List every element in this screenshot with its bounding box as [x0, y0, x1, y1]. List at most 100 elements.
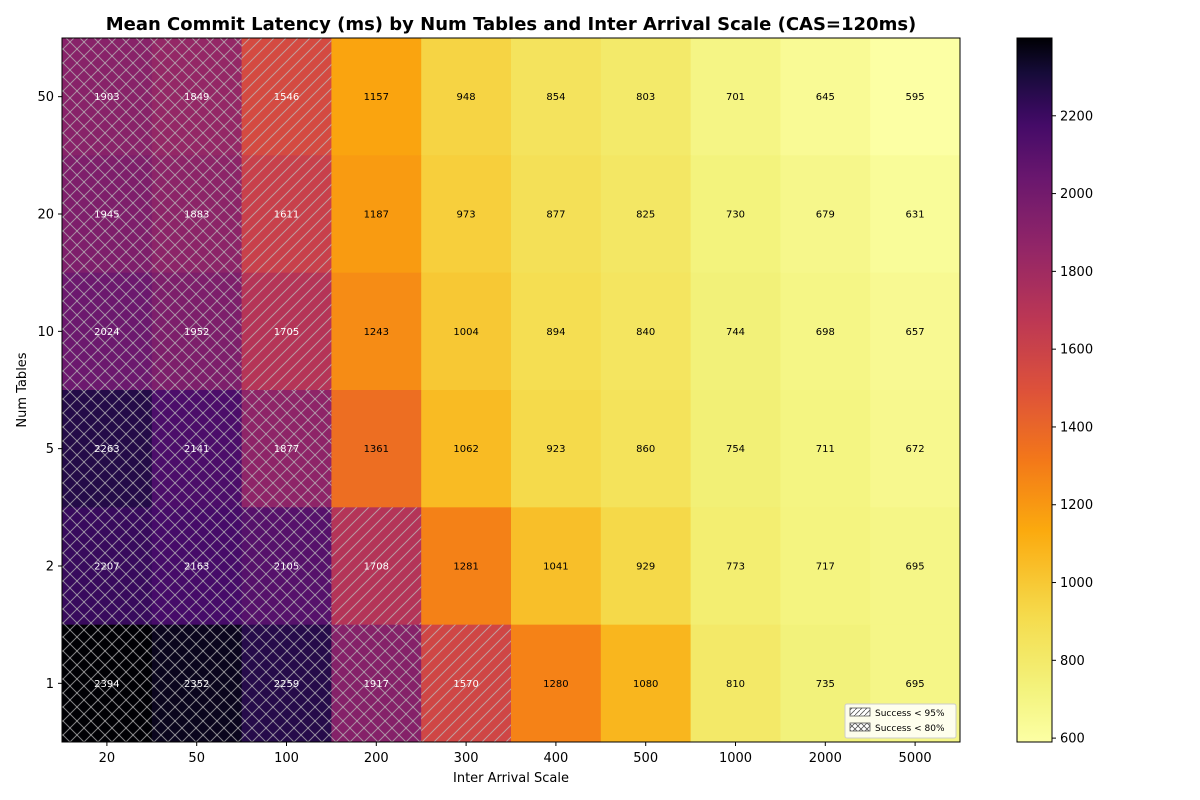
x-tick-label: 2000: [809, 751, 842, 766]
colorbar-tick-label: 1400: [1060, 420, 1093, 435]
cell-value-label: 1903: [94, 92, 119, 103]
cell-value-label: 1080: [633, 679, 658, 690]
cell-value-label: 877: [546, 210, 565, 221]
hatch-success-below-80: [241, 390, 332, 508]
y-tick-label: 1: [46, 677, 54, 692]
cell-value-label: 1611: [274, 210, 299, 221]
cell-value-label: 1883: [184, 210, 209, 221]
cell-value-label: 1877: [274, 444, 299, 455]
heatmap-cell: [511, 272, 602, 391]
cell-value-label: 1361: [364, 444, 389, 455]
colorbar-tick-label: 1600: [1060, 343, 1093, 358]
hatch-success-below-95: [241, 38, 332, 156]
cell-value-label: 711: [816, 444, 835, 455]
hatch-success-below-80: [62, 507, 152, 625]
hatch-success-below-80: [151, 38, 242, 156]
cell-value-label: 773: [726, 562, 745, 573]
cell-value-label: 825: [636, 210, 655, 221]
cell-value-label: 854: [546, 92, 565, 103]
hatch-success-below-95: [241, 272, 332, 390]
cell-value-label: 948: [457, 92, 476, 103]
heatmap-cell: [511, 624, 602, 743]
cell-value-labels: 1903 1849 1546 1157 948 854 803 701 645 595 1945 18…: [94, 92, 924, 690]
heatmap-cell: [690, 507, 781, 626]
plot-frame: [61, 37, 961, 743]
heatmap-cell: [690, 155, 781, 274]
cell-value-label: 717: [816, 562, 835, 573]
cell-value-label: 754: [726, 444, 745, 455]
heatmap-cell: [600, 624, 692, 743]
x-axis-label: Inter Arrival Scale: [453, 771, 569, 786]
heatmap-cell: [600, 507, 692, 626]
heatmap-cell: [780, 507, 871, 626]
cell-value-label: 2263: [94, 444, 119, 455]
cell-value-label: 2394: [94, 679, 119, 690]
y-tick-label: 20: [37, 208, 54, 223]
heatmap-cell: [780, 155, 871, 274]
cell-value-label: 679: [816, 210, 835, 221]
heatmap-cell: [780, 272, 871, 391]
cell-value-label: 1945: [94, 210, 119, 221]
cell-value-label: 973: [457, 210, 476, 221]
x-tick-label: 400: [543, 751, 568, 766]
heatmap-cell: [331, 272, 422, 391]
colorbar-tick-label: 1200: [1060, 498, 1093, 513]
heatmap-cell: [690, 390, 781, 508]
y-tick-label: 2: [46, 560, 54, 575]
cell-value-label: 2259: [274, 679, 299, 690]
x-tick-label: 500: [633, 751, 658, 766]
cell-value-label: 2141: [184, 444, 209, 455]
cell-value-label: 1708: [364, 562, 389, 573]
hatch-success-below-80: [151, 507, 242, 625]
cell-value-label: 860: [636, 444, 655, 455]
heatmap-cell: [421, 38, 512, 156]
cell-value-label: 1243: [364, 327, 389, 338]
heatmap-cell: [870, 38, 961, 156]
cell-value-label: 1917: [364, 679, 389, 690]
cell-value-label: 701: [726, 92, 745, 103]
heatmap-cell: [511, 390, 602, 508]
hatch-success-below-95: [241, 155, 332, 273]
hatch-success-below-80: [62, 38, 152, 156]
cell-value-label: 1281: [453, 562, 478, 573]
x-tick-label: 1000: [719, 751, 752, 766]
cell-value-label: 695: [906, 562, 925, 573]
heatmap-cell: [870, 155, 961, 274]
x-tick-label: 200: [364, 751, 389, 766]
heatmap-cell: [511, 507, 602, 626]
colorbar-ticks: 600 800 1000 1200 1400 1600 1800 2000 2200: [1052, 109, 1093, 747]
cell-value-label: 672: [906, 444, 925, 455]
chart-title: Mean Commit Latency (ms) by Num Tables a…: [106, 14, 917, 35]
colorbar-tick-label: 2000: [1060, 187, 1093, 202]
cell-value-label: 929: [636, 562, 655, 573]
hatch-success-below-80: [62, 272, 152, 390]
heatmap-cell: [870, 272, 961, 391]
cell-value-label: 698: [816, 327, 835, 338]
legend-label-success-80: Success < 80%: [875, 724, 945, 734]
x-tick-label: 100: [274, 751, 299, 766]
colorbar-tick-label: 1800: [1060, 265, 1093, 280]
hatch-success-below-80: [62, 390, 152, 508]
hatch-success-below-80: [151, 390, 242, 508]
legend-box: [844, 703, 957, 739]
x-tick-label: 5000: [899, 751, 932, 766]
heatmap-cell: [421, 155, 512, 274]
heatmap-cell: [331, 38, 422, 156]
heatmap-cell: [690, 272, 781, 391]
hatch-success-below-95: [421, 624, 511, 742]
y-axis-label: Num Tables: [15, 352, 30, 427]
hatch-success-below-95: [331, 507, 422, 625]
heatmap-cell: [600, 38, 692, 156]
cell-value-label: 1952: [184, 327, 209, 338]
heatmap-cell: [511, 155, 602, 274]
heatmap-cell: [600, 272, 692, 391]
cell-value-label: 2352: [184, 679, 209, 690]
colorbar-tick-label: 800: [1060, 654, 1085, 669]
colorbar-tick-label: 1000: [1060, 576, 1093, 591]
cell-value-label: 894: [546, 327, 565, 338]
cell-value-label: 730: [726, 210, 745, 221]
colorbar-tick-label: 2200: [1060, 109, 1093, 124]
cell-value-label: 1041: [543, 562, 568, 573]
cell-value-label: 1187: [364, 210, 389, 221]
cell-value-label: 1280: [543, 679, 568, 690]
